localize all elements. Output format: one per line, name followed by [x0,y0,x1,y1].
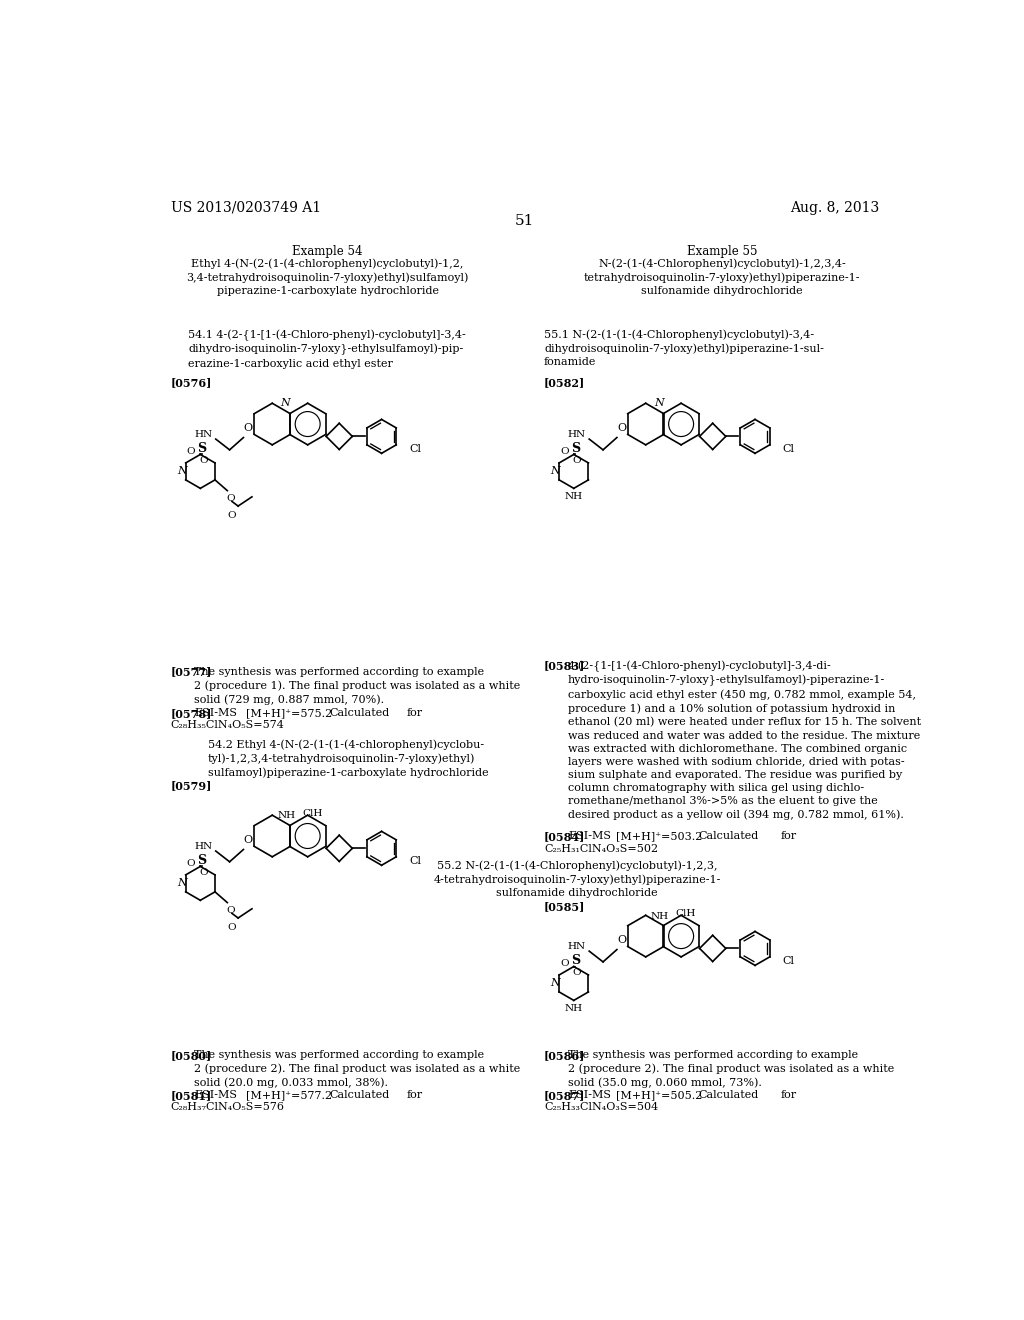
Text: [0584]: [0584] [544,832,586,842]
Text: [0578]: [0578] [171,708,212,719]
Text: ESI-MS: ESI-MS [568,1090,611,1100]
Text: NH: NH [564,491,583,500]
Text: Calculated: Calculated [698,1090,759,1100]
Text: O: O [199,869,208,876]
Text: C₂₈H₃₅ClN₄O₅S=574: C₂₈H₃₅ClN₄O₅S=574 [171,721,285,730]
Text: ESI-MS: ESI-MS [568,832,611,841]
Text: O: O [186,447,196,455]
Text: O: O [560,447,569,455]
Text: N: N [654,399,664,408]
Text: Calculated: Calculated [698,832,759,841]
Text: Calculated: Calculated [330,1090,389,1100]
Text: O: O [572,968,582,977]
Text: Cl: Cl [410,855,421,866]
Text: [0585]: [0585] [544,900,586,912]
Text: Aug. 8, 2013: Aug. 8, 2013 [790,201,879,215]
Text: [0581]: [0581] [171,1090,212,1101]
Text: US 2013/0203749 A1: US 2013/0203749 A1 [171,201,321,215]
Text: O: O [617,936,626,945]
Text: 54.1 4-(2-{1-[1-(4-Chloro-phenyl)-cyclobutyl]-3,4-
dihydro-isoquinolin-7-yloxy}-: 54.1 4-(2-{1-[1-(4-Chloro-phenyl)-cyclob… [188,330,466,368]
Text: [M+H]⁺=577.2: [M+H]⁺=577.2 [246,1090,332,1100]
Text: 55.2 N-(2-(1-(1-(4-Chlorophenyl)cyclobutyl)-1,2,3,
4-tetrahydroisoquinolin-7-ylo: 55.2 N-(2-(1-(1-(4-Chlorophenyl)cyclobut… [433,861,721,899]
Text: The synthesis was performed according to example
2 (procedure 2). The final prod: The synthesis was performed according to… [568,1051,894,1088]
Text: Ethyl 4-(N-(2-(1-(4-chlorophenyl)cyclobutyl)-1,2,
3,4-tetrahydroisoquinolin-7-yl: Ethyl 4-(N-(2-(1-(4-chlorophenyl)cyclobu… [186,259,469,296]
Text: HN: HN [195,430,212,440]
Text: [0587]: [0587] [544,1090,586,1101]
Text: HN: HN [567,942,586,950]
Text: ESI-MS: ESI-MS [195,1090,238,1100]
Text: ClH: ClH [676,909,696,919]
Text: O: O [226,906,234,915]
Text: N: N [177,466,186,477]
Text: O: O [617,424,626,433]
Text: O: O [186,859,196,867]
Text: S: S [570,442,580,455]
Text: C₂₅H₃₃ClN₄O₃S=504: C₂₅H₃₃ClN₄O₃S=504 [544,1102,658,1113]
Text: S: S [570,954,580,966]
Text: O: O [560,958,569,968]
Text: [0580]: [0580] [171,1051,212,1061]
Text: Cl: Cl [782,444,795,454]
Text: [0576]: [0576] [171,378,212,388]
Text: [M+H]⁺=503.2: [M+H]⁺=503.2 [615,832,702,841]
Text: Cl: Cl [782,956,795,966]
Text: [0577]: [0577] [171,667,212,677]
Text: N: N [551,978,560,989]
Text: 55.1 N-(2-(1-(1-(4-Chlorophenyl)cyclobutyl)-3,4-
dihydroisoquinolin-7-yloxy)ethy: 55.1 N-(2-(1-(1-(4-Chlorophenyl)cyclobut… [544,330,824,367]
Text: 4-(2-{1-[1-(4-Chloro-phenyl)-cyclobutyl]-3,4-di-
hydro-isoquinolin-7-yloxy}-ethy: 4-(2-{1-[1-(4-Chloro-phenyl)-cyclobutyl]… [568,660,921,820]
Text: N-(2-(1-(4-Chlorophenyl)cyclobutyl)-1,2,3,4-
tetrahydroisoquinolin-7-yloxy)ethyl: N-(2-(1-(4-Chlorophenyl)cyclobutyl)-1,2,… [584,259,860,296]
Text: S: S [198,854,207,867]
Text: ESI-MS: ESI-MS [195,708,238,718]
Text: Example 54: Example 54 [293,244,362,257]
Text: [0583]: [0583] [544,660,586,672]
Text: for: for [780,832,797,841]
Text: N: N [551,466,560,477]
Text: Example 55: Example 55 [687,244,757,257]
Text: ClH: ClH [302,809,323,818]
Text: C₂₅H₃₁ClN₄O₃S=502: C₂₅H₃₁ClN₄O₃S=502 [544,843,658,854]
Text: The synthesis was performed according to example
2 (procedure 2). The final prod: The synthesis was performed according to… [195,1051,521,1088]
Text: [M+H]⁺=575.2: [M+H]⁺=575.2 [246,708,333,718]
Text: for: for [407,1090,422,1100]
Text: O: O [227,511,237,520]
Text: for: for [407,708,422,718]
Text: O: O [244,836,253,845]
Text: S: S [198,442,207,455]
Text: O: O [199,457,208,465]
Text: HN: HN [195,842,212,851]
Text: 51: 51 [515,214,535,228]
Text: NH: NH [650,912,669,920]
Text: Calculated: Calculated [330,708,389,718]
Text: [0586]: [0586] [544,1051,586,1061]
Text: [M+H]⁺=505.2: [M+H]⁺=505.2 [615,1090,702,1100]
Text: O: O [572,457,582,465]
Text: [0579]: [0579] [171,780,212,792]
Text: The synthesis was performed according to example
2 (procedure 1). The final prod: The synthesis was performed according to… [195,667,521,705]
Text: NH: NH [278,812,295,821]
Text: C₂₈H₃₇ClN₄O₅S=576: C₂₈H₃₇ClN₄O₅S=576 [171,1102,285,1113]
Text: [0582]: [0582] [544,378,586,388]
Text: N: N [281,399,290,408]
Text: O: O [226,494,234,503]
Text: for: for [780,1090,797,1100]
Text: HN: HN [567,430,586,440]
Text: O: O [244,424,253,433]
Text: Cl: Cl [410,444,421,454]
Text: 54.2 Ethyl 4-(N-(2-(1-(1-(4-chlorophenyl)cyclobu-
tyl)-1,2,3,4-tetrahydroisoquin: 54.2 Ethyl 4-(N-(2-(1-(1-(4-chlorophenyl… [208,739,488,777]
Text: NH: NH [564,1003,583,1012]
Text: N: N [177,878,186,888]
Text: O: O [227,923,237,932]
